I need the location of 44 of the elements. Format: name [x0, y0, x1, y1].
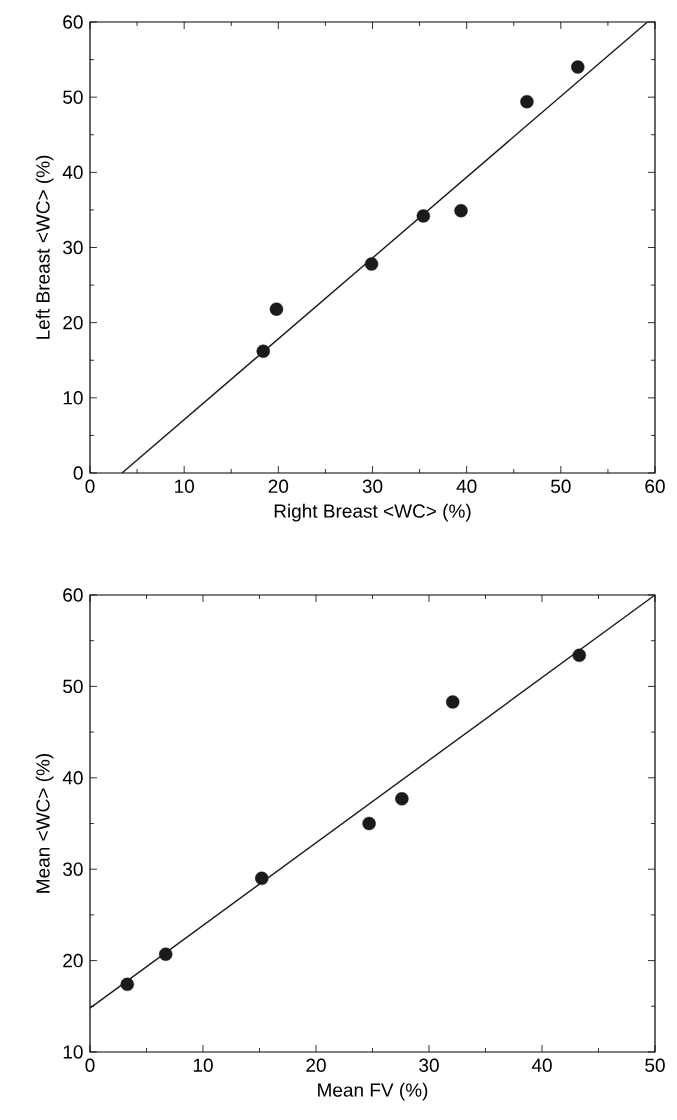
- x-tick-label: 30: [419, 1058, 439, 1072]
- point: [362, 816, 376, 831]
- point: [416, 209, 431, 223]
- x-tick-label: 20: [268, 479, 289, 493]
- x-tick-label: 20: [306, 1058, 326, 1072]
- y-tick-label: 50: [63, 679, 83, 694]
- y-tick-label: 20: [63, 315, 83, 330]
- x-tick-label: 50: [645, 1058, 665, 1072]
- point: [446, 695, 460, 709]
- point: [395, 792, 409, 806]
- point: [255, 871, 269, 886]
- point: [256, 344, 270, 358]
- point: [520, 94, 534, 109]
- y-tick-label: 20: [63, 953, 83, 968]
- y-tick-label: 10: [63, 1045, 83, 1059]
- y-tick-label: 40: [62, 165, 83, 180]
- x-axis-title: Mean FV (%): [318, 1082, 428, 1101]
- point: [269, 302, 284, 316]
- x-tick-label: 30: [362, 479, 383, 493]
- x-tick-label: 50: [551, 479, 571, 493]
- x-tick-label: 40: [456, 479, 477, 493]
- x-tick-label: 10: [175, 479, 194, 493]
- x-tick-label: 60: [645, 479, 665, 493]
- point: [364, 257, 379, 271]
- y-tick-label: 60: [63, 588, 83, 602]
- y-tick-label: 30: [63, 240, 83, 255]
- y-tick-label: 60: [63, 15, 83, 29]
- y-tick-label: 50: [63, 90, 83, 104]
- x-tick-label: 0: [85, 479, 95, 493]
- x-tick-label: 10: [193, 1058, 213, 1072]
- x-axis-title: Right Breast <WC> (%): [274, 503, 471, 522]
- x-tick-label: 0: [85, 1058, 95, 1072]
- y-tick-label: 40: [62, 771, 83, 785]
- point: [454, 203, 468, 218]
- point: [571, 60, 585, 74]
- x-tick-label: 40: [531, 1058, 552, 1072]
- y-tick-label: 10: [63, 391, 83, 405]
- point: [159, 947, 173, 961]
- y-axis-title: Mean <WC> (%): [35, 753, 54, 893]
- point: [572, 648, 586, 663]
- y-axis-title: Left Breast <WC> (%): [35, 155, 54, 339]
- y-tick-label: 0: [73, 466, 83, 480]
- point: [120, 977, 134, 992]
- y-tick-label: 30: [63, 862, 83, 876]
